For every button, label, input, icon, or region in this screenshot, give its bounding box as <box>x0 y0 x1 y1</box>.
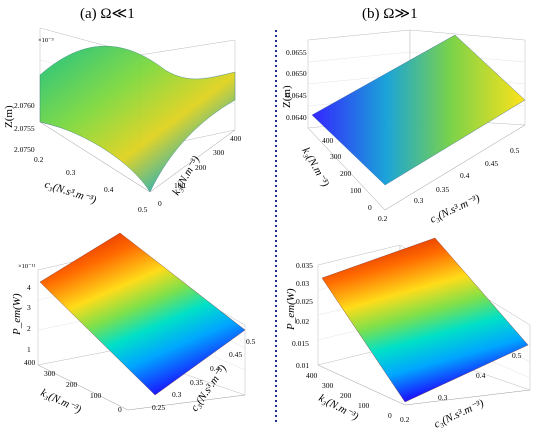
x-tick: 0.2 <box>34 155 44 164</box>
z-tick: 1 <box>27 345 31 354</box>
x-tick: 0.3 <box>66 168 76 177</box>
z-tick: 0.03 <box>296 279 309 288</box>
y-tick: 100 <box>174 181 186 190</box>
x-tick: 0.5 <box>510 146 520 155</box>
y-tick: 300 <box>330 152 342 161</box>
y-tick: 100 <box>350 186 362 195</box>
x-axis-label: c₃(N.s³.m⁻³) <box>428 192 482 226</box>
y-tick: 300 <box>44 369 56 378</box>
z-tick: 2.0750 <box>14 145 35 154</box>
surface <box>39 45 236 193</box>
z-tick: 0.015 <box>292 339 309 348</box>
y-tick: 0 <box>158 199 162 208</box>
x-tick: 0.4 <box>476 371 486 380</box>
y-tick: 300 <box>322 381 334 390</box>
y-tick: 0 <box>368 203 372 212</box>
surface-floor-edge <box>39 121 236 193</box>
surface <box>311 34 526 186</box>
x-tick: 0.5 <box>246 337 256 346</box>
y-tick: 400 <box>322 136 334 145</box>
x-tick: 0.3 <box>172 390 182 399</box>
y-tick: 300 <box>213 148 225 157</box>
x-tick: 0.4 <box>460 171 470 180</box>
y-tick: 100 <box>358 401 370 410</box>
z-tick: 0.0645 <box>286 91 307 100</box>
z-tick: 2 <box>27 324 31 333</box>
surface <box>321 237 529 403</box>
z-exponent: ×10⁻³ <box>38 37 54 44</box>
x-tick: 0.2 <box>378 214 388 223</box>
panel-b-bottom <box>317 237 531 406</box>
z-tick: 2.0755 <box>14 124 35 133</box>
panel-b-top <box>307 29 526 211</box>
z-tick: 0.01 <box>296 361 309 370</box>
surface-floor-edge <box>307 124 526 211</box>
y-tick: 0 <box>118 405 122 414</box>
z-tick: 0.025 <box>296 297 313 306</box>
surface-floor-edge <box>37 364 246 411</box>
y-tick: 200 <box>340 391 352 400</box>
z-axis-label: Z(m) <box>281 85 293 108</box>
z-tick: 0.0640 <box>286 113 307 122</box>
panel-a-top <box>39 27 236 193</box>
y-tick: 100 <box>90 391 102 400</box>
x-tick: 0.35 <box>436 185 449 194</box>
header-a: (a) Ω≪1 <box>80 6 135 22</box>
y-axis-label: k₃(N.m⁻³) <box>170 154 202 198</box>
z-axis-label: P_em(W) <box>11 293 23 336</box>
y-tick: 0 <box>388 411 392 420</box>
z-axis-label: Z(m) <box>3 105 15 128</box>
x-axis-label: c₃(N.s³.m⁻³) <box>432 397 486 431</box>
z-exponent: ×10⁻¹¹ <box>18 263 36 270</box>
x-tick: 0.4 <box>210 364 220 373</box>
y-tick: 400 <box>24 358 36 367</box>
x-axis-label: c₃(N.s³.m⁻³) <box>43 178 98 206</box>
y-tick: 400 <box>306 371 318 380</box>
x-tick: 0.2 <box>400 415 410 424</box>
y-axis-label: k₃(N.m⁻³) <box>317 392 361 423</box>
header-b: (b) Ω≫1 <box>362 6 418 22</box>
x-tick: 0.45 <box>485 159 498 168</box>
y-axis-label: k₃(N.m⁻³) <box>39 387 83 416</box>
z-tick: 0.02 <box>296 317 309 326</box>
y-axis-label: k₃(N.m⁻³) <box>299 146 331 190</box>
x-tick: 0.35 <box>190 378 203 387</box>
x-tick: 0.3 <box>414 196 424 205</box>
y-tick: 200 <box>66 380 78 389</box>
z-tick: 0.0650 <box>286 69 307 78</box>
x-tick: 0.3 <box>438 393 448 402</box>
x-tick: 0.4 <box>104 185 114 194</box>
z-tick: 0.035 <box>296 261 313 270</box>
z-tick: 2.0760 <box>14 101 35 110</box>
surface-floor-edge <box>317 364 531 406</box>
z-tick: 3 <box>27 303 31 312</box>
x-tick: 0.25 <box>152 403 165 412</box>
surface <box>39 232 246 396</box>
z-axis-label: P_em(W) <box>285 288 297 331</box>
z-tick: 4 <box>27 283 31 292</box>
x-tick: 0.5 <box>512 351 522 360</box>
z-tick: 0.0655 <box>286 48 307 57</box>
x-tick: 0.45 <box>229 350 242 359</box>
panel-a-bottom <box>37 232 246 411</box>
x-tick: 0.5 <box>138 205 148 214</box>
y-tick: 200 <box>195 163 207 172</box>
y-tick: 200 <box>340 169 352 178</box>
y-tick: 400 <box>230 134 242 143</box>
